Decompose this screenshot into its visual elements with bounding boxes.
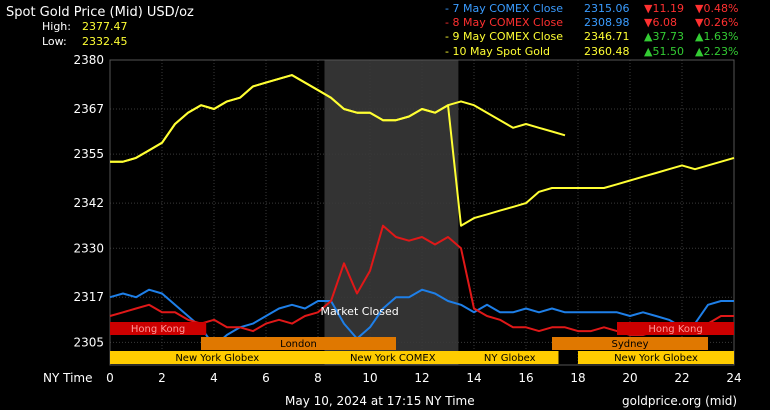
session-label: New York COMEX xyxy=(350,353,436,364)
session-bar: New York Globex xyxy=(110,351,325,364)
x-tick-label: 20 xyxy=(622,371,637,385)
session-bar: New York Globex xyxy=(578,351,734,364)
legend-label: - 9 May COMEX Close xyxy=(445,30,563,43)
session-bar-fill xyxy=(324,351,461,364)
x-tick-label: 6 xyxy=(262,371,270,385)
session-bar: Sydney xyxy=(552,337,708,350)
x-tick-label: 16 xyxy=(518,371,533,385)
legend: - 7 May COMEX Close 2315.06 ▼11.19 ▼0.48… xyxy=(445,2,738,58)
low-label: Low: xyxy=(42,35,67,48)
y-axis: 2380 2367 2355 2342 2330 2317 2305 xyxy=(73,53,104,349)
legend-percent: ▼0.26% xyxy=(695,16,738,29)
x-tick-label: 8 xyxy=(314,371,322,385)
session-bar: New York COMEX xyxy=(324,351,461,364)
high-label: High: xyxy=(42,20,71,33)
legend-change: ▲51.50 xyxy=(644,45,684,58)
legend-percent: ▲1.63% xyxy=(695,30,738,43)
x-tick-label: 4 xyxy=(210,371,218,385)
session-label: Hong Kong xyxy=(648,324,702,335)
y-tick-label: 2317 xyxy=(73,290,104,304)
session-label: London xyxy=(280,339,317,350)
legend-change: ▲37.73 xyxy=(644,30,684,43)
y-tick-label: 2305 xyxy=(73,335,104,349)
session-label: Sydney xyxy=(611,339,648,350)
x-tick-label: 12 xyxy=(414,371,429,385)
y-tick-label: 2330 xyxy=(73,241,104,255)
x-axis-label: NY Time xyxy=(43,371,93,385)
legend-price: 2346.71 xyxy=(584,30,630,43)
grid xyxy=(109,59,735,366)
session-label: New York Globex xyxy=(614,353,698,364)
session-bar-fill xyxy=(110,351,325,364)
session-bar-fill xyxy=(617,322,734,335)
y-tick-label: 2342 xyxy=(73,196,104,210)
legend-label: - 7 May COMEX Close xyxy=(445,2,563,15)
x-tick-label: 14 xyxy=(466,371,481,385)
y-tick-label: 2355 xyxy=(73,147,104,161)
x-tick-label: 10 xyxy=(362,371,377,385)
legend-label: - 10 May Spot Gold xyxy=(445,45,550,58)
session-bar-fill xyxy=(461,351,559,364)
legend-row-8may: - 8 May COMEX Close 2308.98 ▼6.08 ▼0.26% xyxy=(445,16,738,29)
legend-row-9may: - 9 May COMEX Close 2346.71 ▲37.73 ▲1.63… xyxy=(445,30,738,43)
session-bar-fill xyxy=(552,337,708,350)
session-bar: NY Globex xyxy=(461,351,559,364)
low-value: 2332.45 xyxy=(82,35,128,48)
y-tick-label: 2367 xyxy=(73,102,104,116)
high-value: 2377.47 xyxy=(82,20,128,33)
timestamp: May 10, 2024 at 17:15 NY Time xyxy=(285,394,475,408)
x-tick-label: 0 xyxy=(106,371,114,385)
session-bar: London xyxy=(201,337,396,350)
legend-percent: ▼0.48% xyxy=(695,2,738,15)
x-tick-label: 24 xyxy=(726,371,741,385)
legend-change: ▼11.19 xyxy=(644,2,684,15)
session-bars: Hong Kong Hong Kong London Sydney New York G… xyxy=(110,322,734,364)
session-label: NY Globex xyxy=(484,353,536,364)
x-tick-label: 2 xyxy=(158,371,166,385)
series-line-3 xyxy=(110,74,566,163)
session-label: New York Globex xyxy=(175,353,259,364)
source: goldprice.org (mid) xyxy=(622,394,737,408)
market-closed-label: Market Closed xyxy=(320,305,398,318)
session-bar: Hong Kong xyxy=(110,322,207,335)
legend-price: 2360.48 xyxy=(584,45,630,58)
plot-border xyxy=(109,59,735,366)
y-tick-label: 2380 xyxy=(73,53,104,67)
x-tick-label: 22 xyxy=(674,371,689,385)
session-bar-fill xyxy=(578,351,734,364)
legend-price: 2315.06 xyxy=(584,2,630,15)
x-axis: 0 2 4 6 8 10 12 14 16 18 20 22 24 xyxy=(106,371,741,385)
session-bar-fill xyxy=(201,337,396,350)
legend-label: - 8 May COMEX Close xyxy=(445,16,563,29)
legend-percent: ▲2.23% xyxy=(695,45,738,58)
legend-change: ▼6.08 xyxy=(644,16,677,29)
session-label: Hong Kong xyxy=(131,324,185,335)
session-bar-fill xyxy=(110,322,207,335)
legend-row-10may: - 10 May Spot Gold 2360.48 ▲51.50 ▲2.23% xyxy=(445,45,738,58)
legend-row-7may: - 7 May COMEX Close 2315.06 ▼11.19 ▼0.48… xyxy=(445,2,738,15)
session-bar: Hong Kong xyxy=(617,322,734,335)
market-closed-shade xyxy=(324,60,459,365)
x-tick-label: 18 xyxy=(570,371,585,385)
chart-title: Spot Gold Price (Mid) USD/oz xyxy=(6,5,194,20)
legend-price: 2308.98 xyxy=(584,16,630,29)
